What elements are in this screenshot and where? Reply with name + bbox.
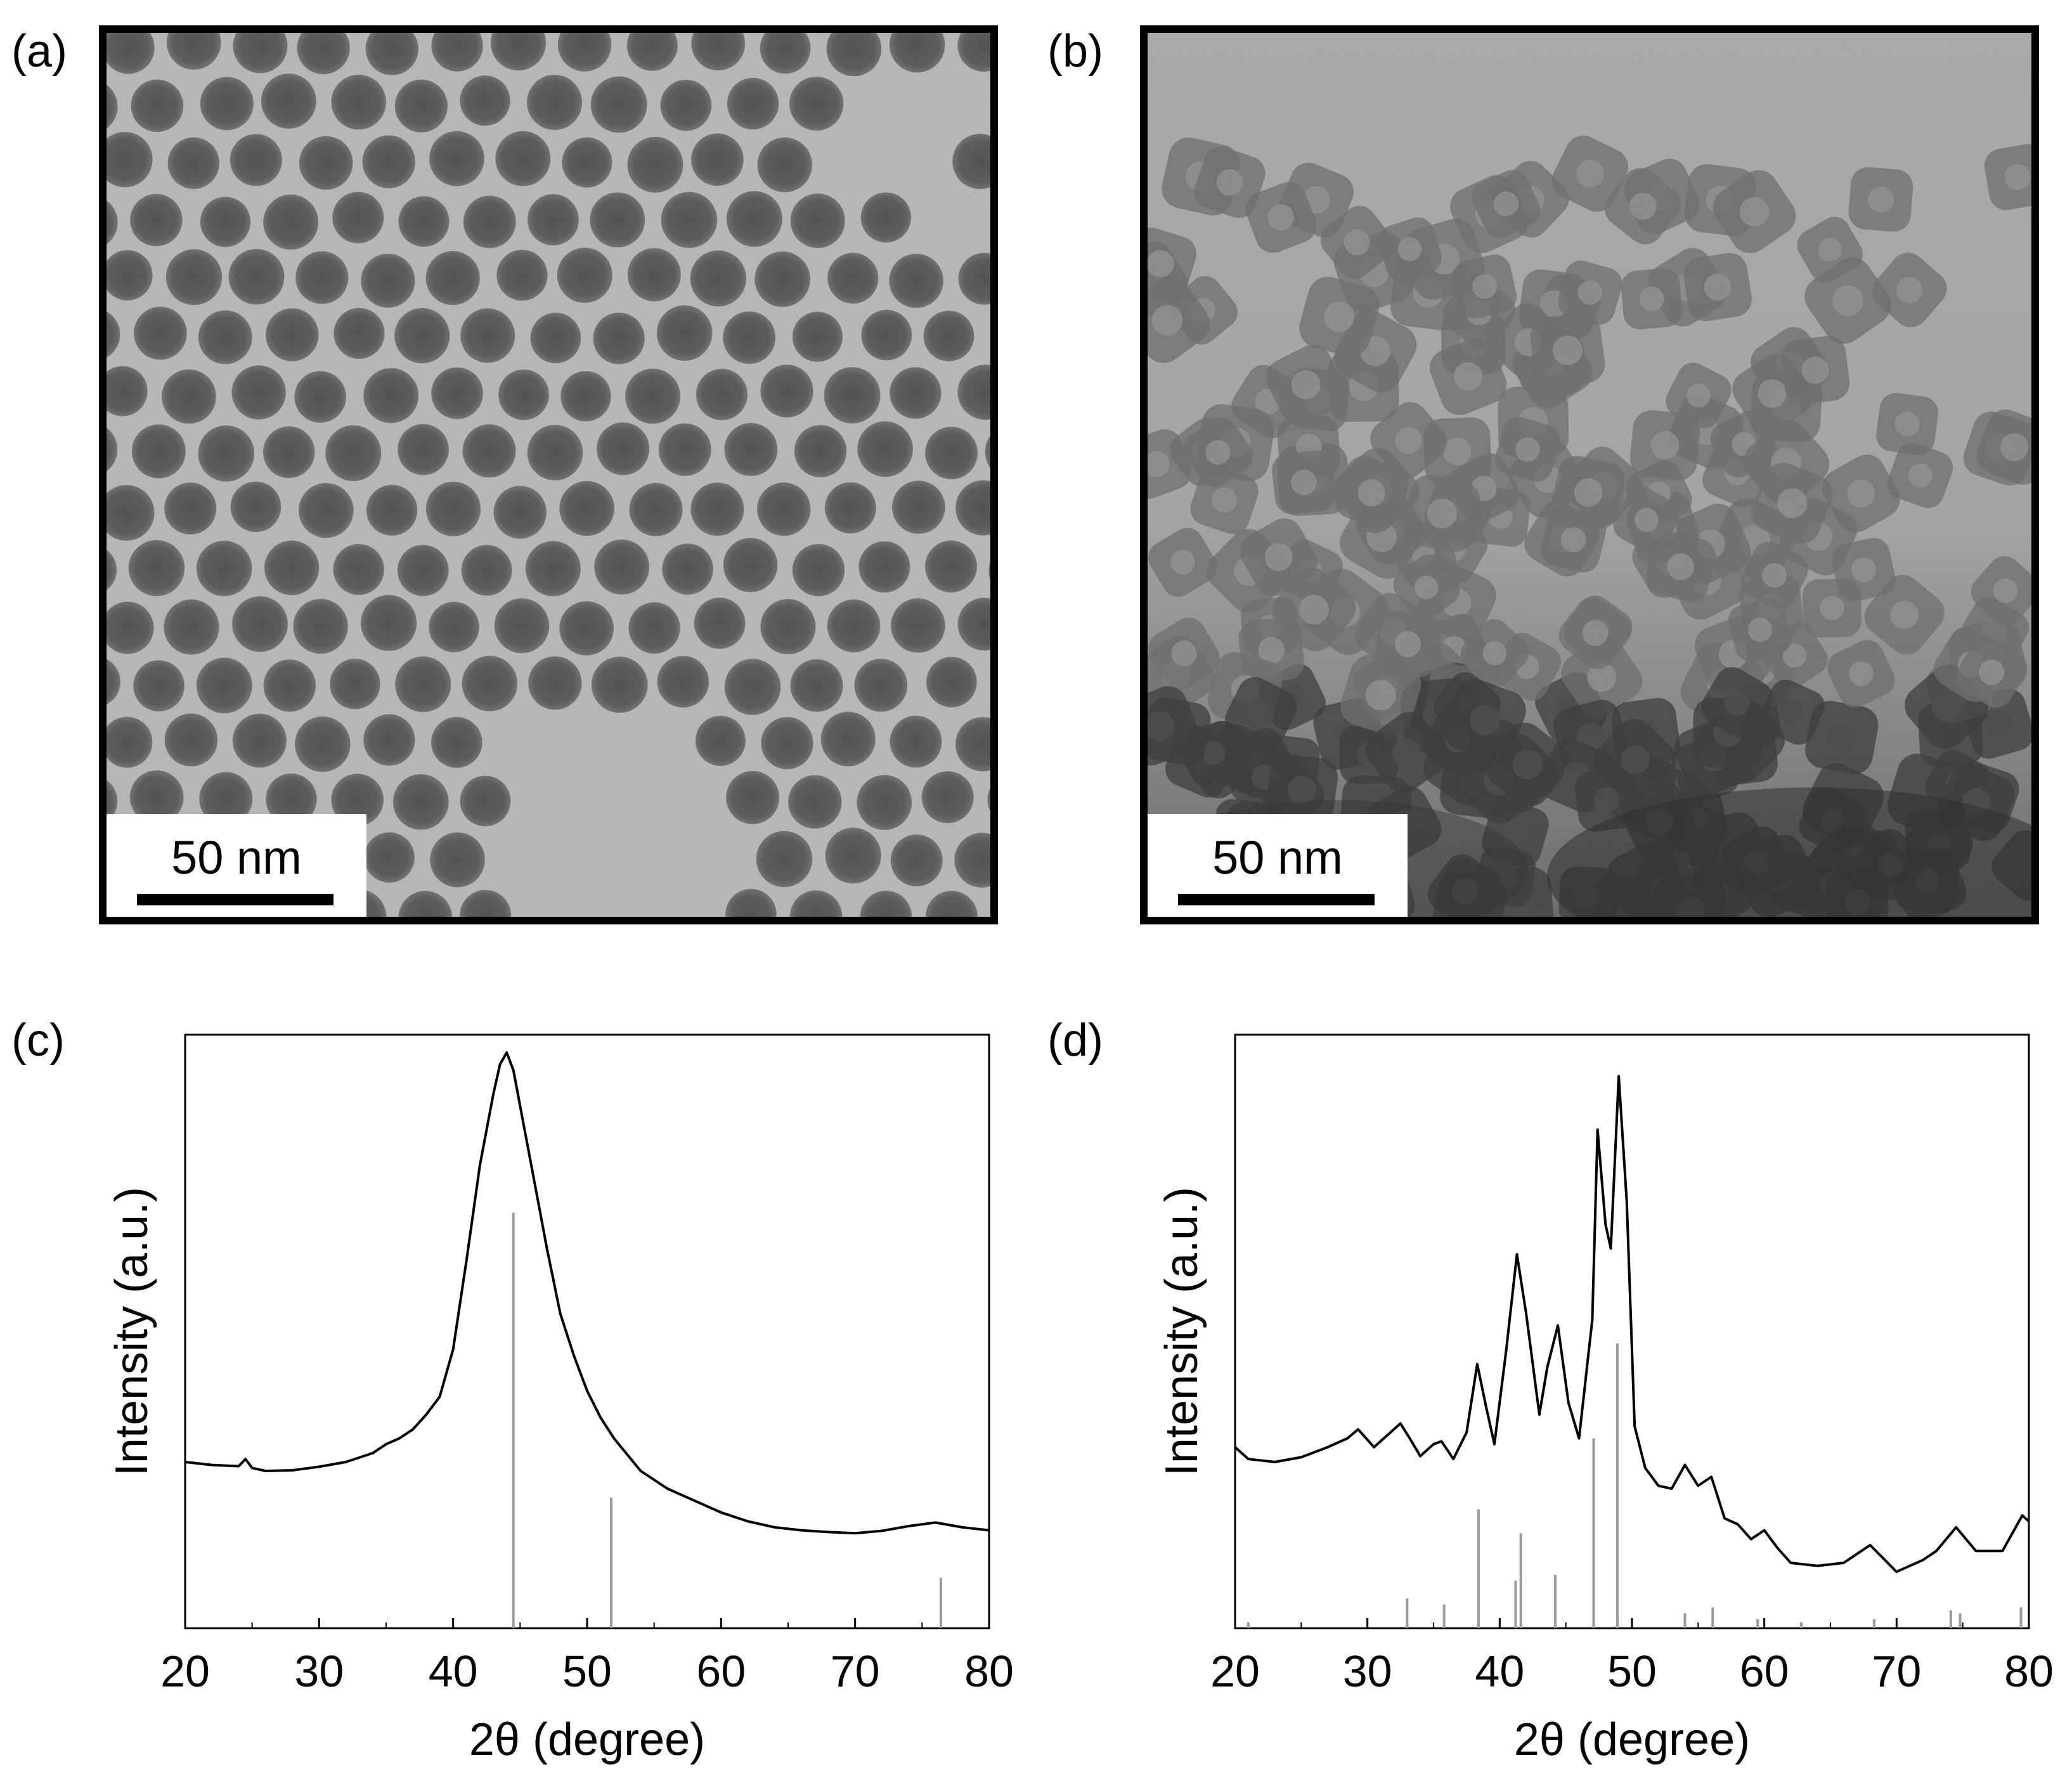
x-tick-label: 20 — [160, 1647, 210, 1696]
x-tick-label: 30 — [294, 1647, 344, 1696]
x-tick-label: 40 — [429, 1647, 478, 1696]
tem-micrograph-b — [1148, 33, 2031, 917]
tem-image-a: 50 nm — [99, 25, 998, 924]
y-axis-label: Intensity (a.u.) — [1156, 1187, 1207, 1476]
panel-label-b: (b) — [1047, 26, 1103, 77]
x-tick-label: 50 — [1607, 1647, 1657, 1696]
scale-bar-a — [137, 894, 333, 905]
x-tick-label: 30 — [1343, 1647, 1392, 1696]
x-axis-label: 2θ (degree) — [1514, 1714, 1750, 1765]
scale-bar-label-a: 50 nm — [171, 831, 302, 884]
x-tick-label: 60 — [696, 1647, 746, 1696]
x-tick-label: 80 — [2004, 1647, 2054, 1696]
scale-bar-label-b: 50 nm — [1212, 831, 1343, 884]
tem-micrograph-a — [107, 33, 990, 917]
xrd-chart-c: 20 30 40 50 60 70 80 2θ (degree) Intensity (a.u.… — [107, 1033, 1014, 1765]
x-axis-label: 2θ (degree) — [469, 1714, 705, 1765]
tem-image-b: 50 nm — [1140, 25, 2039, 924]
xrd-pattern-line — [185, 1051, 990, 1535]
x-tick-label: 70 — [831, 1647, 880, 1696]
x-tick-label: 50 — [562, 1647, 612, 1696]
x-tick-label: 70 — [1872, 1647, 1921, 1696]
x-tick-label: 80 — [964, 1647, 1014, 1696]
xrd-pattern-line — [1234, 1075, 2030, 1574]
y-axis-label: Intensity (a.u.) — [107, 1187, 157, 1476]
x-tick-label: 40 — [1475, 1647, 1524, 1696]
plot-frame — [184, 1033, 990, 1629]
xrd-chart-d: 20 30 40 50 60 70 80 2θ (degree) Intensity (a.u.… — [1156, 1033, 2054, 1765]
x-tick-label: 20 — [1210, 1647, 1260, 1696]
xrd-plot-c: 20 30 40 50 60 70 80 2θ (degree) Intensity (a.u.… — [0, 989, 1036, 1771]
xrd-plot-d: 20 30 40 50 60 70 80 2θ (degree) Intensity (a.u.… — [1036, 989, 2072, 1771]
panel-label-c: (c) — [11, 1015, 65, 1066]
panel-label-a: (a) — [11, 26, 67, 77]
x-tick-label: 60 — [1740, 1647, 1789, 1696]
scale-bar-b — [1178, 894, 1375, 905]
panel-label-d: (d) — [1047, 1015, 1103, 1066]
scale-bar-box-b: 50 nm — [1148, 814, 1408, 917]
scale-bar-box-a: 50 nm — [107, 814, 366, 917]
